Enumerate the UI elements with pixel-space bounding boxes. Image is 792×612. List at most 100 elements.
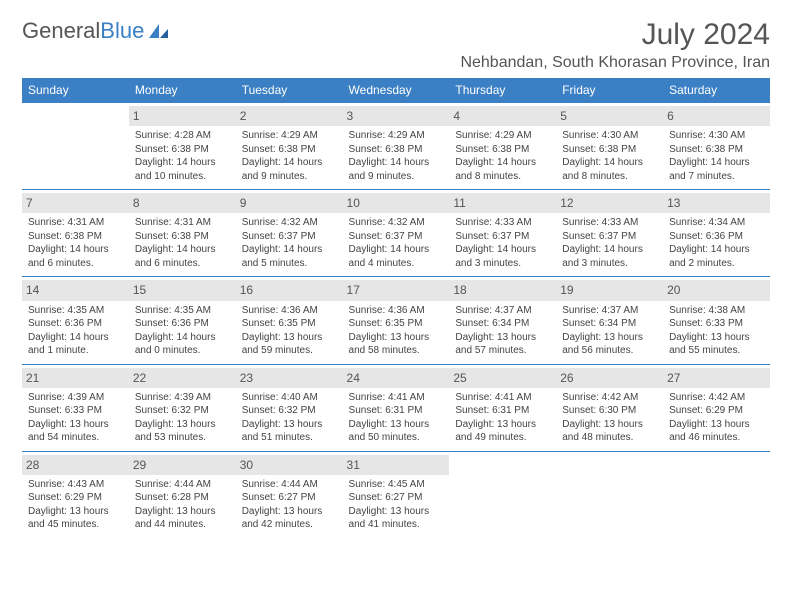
- calendar-cell: 30Sunrise: 4:44 AMSunset: 6:27 PMDayligh…: [236, 451, 343, 538]
- daylight-text: Daylight: 14 hours and 10 minutes.: [135, 156, 230, 183]
- day-number: 14: [22, 280, 129, 300]
- sunset-text: Sunset: 6:31 PM: [349, 404, 444, 418]
- daylight-text: Daylight: 14 hours and 3 minutes.: [455, 243, 550, 270]
- brand-logo: GeneralBlue: [22, 18, 170, 44]
- calendar-cell: 3Sunrise: 4:29 AMSunset: 6:38 PMDaylight…: [343, 103, 450, 190]
- day-number: 26: [556, 368, 663, 388]
- sunrise-text: Sunrise: 4:36 AM: [242, 304, 337, 318]
- sunrise-text: Sunrise: 4:34 AM: [669, 216, 764, 230]
- sunrise-text: Sunrise: 4:29 AM: [349, 129, 444, 143]
- day-number: 16: [236, 280, 343, 300]
- sunrise-text: Sunrise: 4:33 AM: [455, 216, 550, 230]
- calendar-week-row: 1Sunrise: 4:28 AMSunset: 6:38 PMDaylight…: [22, 103, 770, 190]
- month-title: July 2024: [460, 18, 770, 52]
- sunrise-text: Sunrise: 4:41 AM: [455, 391, 550, 405]
- daylight-text: Daylight: 13 hours and 54 minutes.: [28, 418, 123, 445]
- calendar-cell: [663, 451, 770, 538]
- calendar-cell: 15Sunrise: 4:35 AMSunset: 6:36 PMDayligh…: [129, 277, 236, 364]
- sunset-text: Sunset: 6:38 PM: [242, 143, 337, 157]
- day-header: Sunday: [22, 78, 129, 103]
- calendar-cell: 4Sunrise: 4:29 AMSunset: 6:38 PMDaylight…: [449, 103, 556, 190]
- day-number: 22: [129, 368, 236, 388]
- calendar-cell: 29Sunrise: 4:44 AMSunset: 6:28 PMDayligh…: [129, 451, 236, 538]
- sunset-text: Sunset: 6:38 PM: [28, 230, 123, 244]
- sunset-text: Sunset: 6:37 PM: [562, 230, 657, 244]
- calendar-page: GeneralBlue July 2024 Nehbandan, South K…: [0, 0, 792, 548]
- daylight-text: Daylight: 13 hours and 55 minutes.: [669, 331, 764, 358]
- calendar-week-row: 21Sunrise: 4:39 AMSunset: 6:33 PMDayligh…: [22, 364, 770, 451]
- daylight-text: Daylight: 14 hours and 3 minutes.: [562, 243, 657, 270]
- sunset-text: Sunset: 6:38 PM: [135, 230, 230, 244]
- sunrise-text: Sunrise: 4:28 AM: [135, 129, 230, 143]
- day-number: 19: [556, 280, 663, 300]
- sunrise-text: Sunrise: 4:38 AM: [669, 304, 764, 318]
- calendar-cell: 26Sunrise: 4:42 AMSunset: 6:30 PMDayligh…: [556, 364, 663, 451]
- day-number: 7: [22, 193, 129, 213]
- sunrise-text: Sunrise: 4:37 AM: [562, 304, 657, 318]
- calendar-body: 1Sunrise: 4:28 AMSunset: 6:38 PMDaylight…: [22, 103, 770, 538]
- calendar-week-row: 7Sunrise: 4:31 AMSunset: 6:38 PMDaylight…: [22, 190, 770, 277]
- sunset-text: Sunset: 6:37 PM: [242, 230, 337, 244]
- day-number: 30: [236, 455, 343, 475]
- sunrise-text: Sunrise: 4:37 AM: [455, 304, 550, 318]
- day-number: 25: [449, 368, 556, 388]
- daylight-text: Daylight: 13 hours and 50 minutes.: [349, 418, 444, 445]
- day-header: Wednesday: [343, 78, 450, 103]
- calendar-cell: [556, 451, 663, 538]
- daylight-text: Daylight: 13 hours and 45 minutes.: [28, 505, 123, 532]
- daylight-text: Daylight: 14 hours and 0 minutes.: [135, 331, 230, 358]
- sunset-text: Sunset: 6:34 PM: [455, 317, 550, 331]
- sunset-text: Sunset: 6:27 PM: [349, 491, 444, 505]
- day-number: 18: [449, 280, 556, 300]
- day-number: 24: [343, 368, 450, 388]
- sunrise-text: Sunrise: 4:35 AM: [28, 304, 123, 318]
- daylight-text: Daylight: 14 hours and 8 minutes.: [455, 156, 550, 183]
- sunrise-text: Sunrise: 4:36 AM: [349, 304, 444, 318]
- daylight-text: Daylight: 13 hours and 44 minutes.: [135, 505, 230, 532]
- daylight-text: Daylight: 13 hours and 59 minutes.: [242, 331, 337, 358]
- sunset-text: Sunset: 6:27 PM: [242, 491, 337, 505]
- calendar-cell: 6Sunrise: 4:30 AMSunset: 6:38 PMDaylight…: [663, 103, 770, 190]
- calendar-cell: 13Sunrise: 4:34 AMSunset: 6:36 PMDayligh…: [663, 190, 770, 277]
- day-number: 13: [663, 193, 770, 213]
- sunset-text: Sunset: 6:29 PM: [28, 491, 123, 505]
- calendar-cell: 21Sunrise: 4:39 AMSunset: 6:33 PMDayligh…: [22, 364, 129, 451]
- calendar-cell: 20Sunrise: 4:38 AMSunset: 6:33 PMDayligh…: [663, 277, 770, 364]
- sunrise-text: Sunrise: 4:39 AM: [28, 391, 123, 405]
- sunrise-text: Sunrise: 4:35 AM: [135, 304, 230, 318]
- daylight-text: Daylight: 13 hours and 51 minutes.: [242, 418, 337, 445]
- sunrise-text: Sunrise: 4:29 AM: [242, 129, 337, 143]
- sunset-text: Sunset: 6:37 PM: [455, 230, 550, 244]
- calendar-cell: [22, 103, 129, 190]
- calendar-cell: 27Sunrise: 4:42 AMSunset: 6:29 PMDayligh…: [663, 364, 770, 451]
- sunset-text: Sunset: 6:35 PM: [349, 317, 444, 331]
- sunrise-text: Sunrise: 4:31 AM: [135, 216, 230, 230]
- title-block: July 2024 Nehbandan, South Khorasan Prov…: [460, 18, 770, 72]
- sunset-text: Sunset: 6:29 PM: [669, 404, 764, 418]
- daylight-text: Daylight: 14 hours and 7 minutes.: [669, 156, 764, 183]
- calendar-cell: 1Sunrise: 4:28 AMSunset: 6:38 PMDaylight…: [129, 103, 236, 190]
- calendar-cell: 25Sunrise: 4:41 AMSunset: 6:31 PMDayligh…: [449, 364, 556, 451]
- sunset-text: Sunset: 6:38 PM: [562, 143, 657, 157]
- calendar-cell: 28Sunrise: 4:43 AMSunset: 6:29 PMDayligh…: [22, 451, 129, 538]
- sunset-text: Sunset: 6:38 PM: [669, 143, 764, 157]
- calendar-cell: 18Sunrise: 4:37 AMSunset: 6:34 PMDayligh…: [449, 277, 556, 364]
- sunset-text: Sunset: 6:36 PM: [669, 230, 764, 244]
- day-number: 23: [236, 368, 343, 388]
- calendar-week-row: 28Sunrise: 4:43 AMSunset: 6:29 PMDayligh…: [22, 451, 770, 538]
- sunset-text: Sunset: 6:32 PM: [135, 404, 230, 418]
- day-number: 8: [129, 193, 236, 213]
- calendar-cell: 10Sunrise: 4:32 AMSunset: 6:37 PMDayligh…: [343, 190, 450, 277]
- logo-text-1: General: [22, 18, 100, 44]
- sunrise-text: Sunrise: 4:30 AM: [562, 129, 657, 143]
- sunrise-text: Sunrise: 4:42 AM: [669, 391, 764, 405]
- day-number: 9: [236, 193, 343, 213]
- day-header: Saturday: [663, 78, 770, 103]
- daylight-text: Daylight: 14 hours and 8 minutes.: [562, 156, 657, 183]
- sunset-text: Sunset: 6:37 PM: [349, 230, 444, 244]
- day-number: 21: [22, 368, 129, 388]
- calendar-cell: 23Sunrise: 4:40 AMSunset: 6:32 PMDayligh…: [236, 364, 343, 451]
- day-header: Thursday: [449, 78, 556, 103]
- daylight-text: Daylight: 13 hours and 46 minutes.: [669, 418, 764, 445]
- calendar-cell: 19Sunrise: 4:37 AMSunset: 6:34 PMDayligh…: [556, 277, 663, 364]
